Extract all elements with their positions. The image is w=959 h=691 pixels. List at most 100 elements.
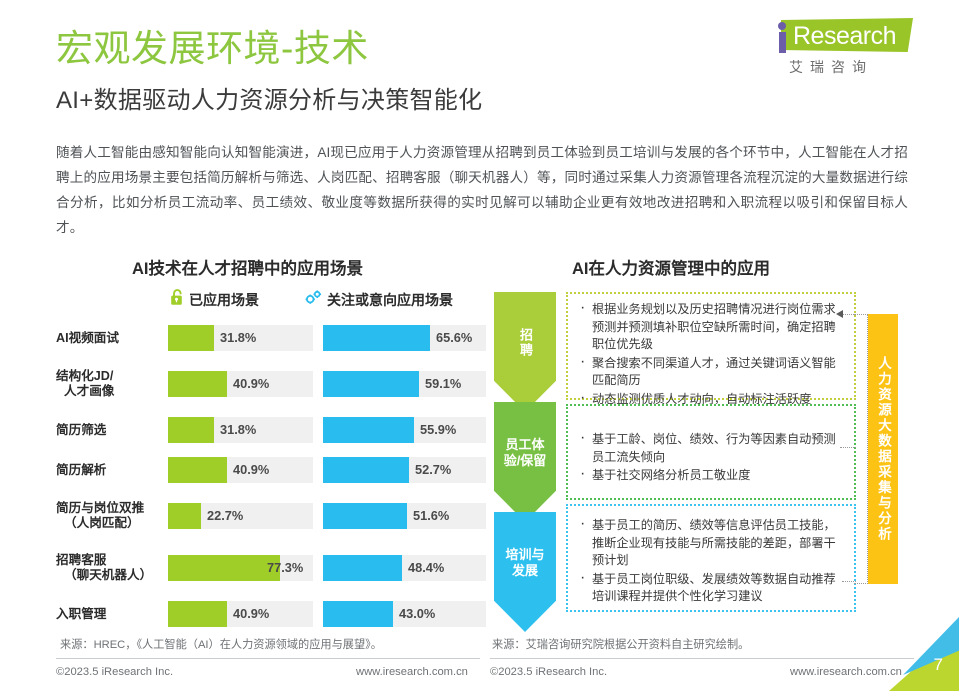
- chart-row: 简历解析 40.9% 52.7%: [56, 450, 486, 490]
- chart-bar-track: 52.7%: [323, 457, 486, 483]
- stage-bullet: 基于员工的简历、绩效等信息评估员工技能，推断企业现有技能与所需技能的差距，部署干…: [578, 515, 846, 570]
- stage-label-employee-experience: 员工体 验/保留: [503, 437, 547, 468]
- chart-bar-fill: [168, 371, 227, 397]
- chart-bar-value: 40.9%: [233, 606, 270, 621]
- legend-item-applied: 已应用场景: [170, 289, 259, 311]
- chart-bar-value: 48.4%: [408, 560, 445, 575]
- footer-divider-right: [490, 658, 914, 659]
- footer-copyright-right: ©2023.5 iResearch Inc.: [490, 666, 608, 678]
- stage-chevron-recruiting: 招聘: [494, 292, 556, 412]
- chart-row: 简历与岗位双推 （人岗匹配） 22.7% 51.6%: [56, 490, 486, 542]
- stage-label-training: 培训与 发展: [505, 547, 545, 578]
- chart-row-label: 简历解析: [56, 462, 107, 477]
- stage-label-recruiting: 招聘: [518, 328, 533, 358]
- chart-bar-fill: [168, 503, 201, 529]
- corner-decoration: 7: [889, 615, 959, 691]
- logo-wordmark: Research: [793, 22, 897, 50]
- chart-bar-fill: [323, 325, 430, 351]
- connector-arrow-icon: [836, 310, 856, 320]
- chart-bar-value: 31.8%: [220, 330, 257, 345]
- chart-bar-fill: [323, 555, 402, 581]
- iresearch-logo: Research 艾瑞咨询: [767, 16, 913, 78]
- chart-legend: 已应用场景: [56, 288, 486, 314]
- chart-bar-fill: [323, 601, 393, 627]
- stage-chevron-training: 培训与 发展: [494, 512, 556, 632]
- chart-bar-track: 51.6%: [323, 503, 486, 529]
- page-title: 宏观发展环境-技术: [56, 28, 369, 69]
- chart-bar-track: 31.8%: [168, 325, 313, 351]
- gears-icon: [304, 289, 323, 311]
- chart-bar-track: 65.6%: [323, 325, 486, 351]
- right-source-note: 来源：艾瑞咨询研究院根据公开资料自主研究绘制。: [492, 639, 750, 651]
- page-subtitle: AI+数据驱动人力资源分析与决策智能化: [56, 87, 483, 114]
- chart-bar-fill: [168, 325, 214, 351]
- right-diagram-title: AI在人力资源管理中的应用: [572, 260, 770, 278]
- stage-bullet: 根据业务规划以及历史招聘情况进行岗位需求预测并预测填补职位空缺所需时间，确定招聘…: [578, 299, 846, 354]
- big-data-side-label-text: 人力资源大数据采集与分析: [876, 356, 891, 542]
- chart-bar-fill: [168, 555, 280, 581]
- chart-bar-fill: [168, 457, 227, 483]
- footer-divider-left: [56, 658, 480, 659]
- chart-bar-fill: [323, 417, 414, 443]
- chart-row: AI视频面试 31.8% 65.6%: [56, 318, 486, 358]
- page-number: 7: [933, 655, 943, 674]
- hr-process-diagram: 招聘 员工体验/保留 培训与发展 根据业务规划以及历史招聘情况进行岗位需求预测并…: [494, 292, 914, 632]
- recruitment-bar-chart: 已应用场景: [56, 288, 486, 627]
- logo-i-dot: [778, 22, 786, 30]
- chart-row: 入职管理 40.9% 43.0%: [56, 594, 486, 634]
- chart-rows: AI视频面试 31.8% 65.6% 结构化JD/人才画像 40.9% 59.1% 简历筛选…: [56, 318, 486, 634]
- chart-bar-value: 22.7%: [207, 508, 244, 523]
- padlock-icon: [170, 289, 185, 311]
- logo-i-stem: [779, 32, 786, 53]
- chart-bar-fill: [323, 457, 409, 483]
- chart-row-label: 结构化JD/人才画像: [56, 369, 115, 398]
- intro-paragraph: 随着人工智能由感知智能向认知智能演进，AI现已应用于人力资源管理从招聘到员工体验…: [56, 145, 908, 235]
- chart-bar-track: 40.9%: [168, 601, 313, 627]
- stage-bullet: 动态监测优质人才动向，自动标注活跃度: [578, 389, 846, 409]
- connector-line-bottom: [836, 577, 856, 587]
- slide-header: 宏观发展环境-技术 AI+数据驱动人力资源分析与决策智能化 Research 艾…: [0, 0, 959, 122]
- connector-brace: [854, 314, 868, 584]
- stage-bullet: 基于社交网络分析员工敬业度: [578, 465, 846, 485]
- chart-bar-value: 43.0%: [399, 606, 436, 621]
- stage-content-employee-experience: 基于工龄、岗位、绩效、行为等因素自动预测员工流失倾向基于社交网络分析员工敬业度: [566, 404, 856, 500]
- chart-bar-value: 51.6%: [413, 508, 450, 523]
- stage-content-training: 基于员工的简历、绩效等信息评估员工技能，推断企业现有技能与所需技能的差距，部署干…: [566, 504, 856, 612]
- chart-row-label: 入职管理: [56, 606, 107, 621]
- big-data-side-label: 人力资源大数据采集与分析: [868, 314, 898, 584]
- chart-bar-track: 40.9%: [168, 371, 313, 397]
- chart-bar-fill: [168, 601, 227, 627]
- chart-bar-track: 77.3%: [168, 555, 313, 581]
- stage-content-recruiting: 根据业务规划以及历史招聘情况进行岗位需求预测并预测填补职位空缺所需时间，确定招聘…: [566, 292, 856, 406]
- chart-bar-fill: [323, 503, 407, 529]
- footer-url-right[interactable]: www.iresearch.com.cn: [790, 666, 902, 678]
- chart-bar-value: 65.6%: [436, 330, 473, 345]
- chart-row: 招聘客服 （聊天机器人） 77.3% 48.4%: [56, 542, 486, 594]
- stage-bullet: 基于员工岗位职级、发展绩效等数据自动推荐培训课程并提供个性化学习建议: [578, 569, 846, 606]
- chart-row-label: 简历与岗位双推 （人岗匹配）: [56, 501, 145, 530]
- chart-bar-track: 43.0%: [323, 601, 486, 627]
- chart-row-label: 简历筛选: [56, 422, 107, 437]
- chart-bar-value: 52.7%: [415, 462, 452, 477]
- chart-bar-value: 40.9%: [233, 462, 270, 477]
- chart-bar-track: 40.9%: [168, 457, 313, 483]
- stage-chevron-employee-experience: 员工体 验/保留: [494, 402, 556, 522]
- chart-row-label: 招聘客服 （聊天机器人）: [56, 553, 153, 582]
- stage-bullet: 聚合搜索不同渠道人才，通过关键词语义智能匹配简历: [578, 353, 846, 390]
- chart-bar-track: 48.4%: [323, 555, 486, 581]
- chart-bar-value: 31.8%: [220, 422, 257, 437]
- logo-chinese-name: 艾瑞咨询: [789, 59, 873, 75]
- chart-row: 结构化JD/人才画像 40.9% 59.1%: [56, 358, 486, 410]
- chart-row-label: AI视频面试: [56, 330, 119, 345]
- chart-bar-track: 22.7%: [168, 503, 313, 529]
- footer-url-left[interactable]: www.iresearch.com.cn: [356, 666, 468, 678]
- chart-bar-value: 77.3%: [267, 560, 304, 575]
- chart-bar-track: 31.8%: [168, 417, 313, 443]
- logo-plate-shape: [781, 18, 913, 52]
- chart-bar-value: 40.9%: [233, 376, 270, 391]
- chart-bar-track: 59.1%: [323, 371, 486, 397]
- left-chart-title: AI技术在人才招聘中的应用场景: [132, 260, 363, 278]
- chart-bar-value: 59.1%: [425, 376, 462, 391]
- left-source-note: 来源：HREC，《人工智能（AI）在人力资源领域的应用与展望》。: [60, 639, 382, 651]
